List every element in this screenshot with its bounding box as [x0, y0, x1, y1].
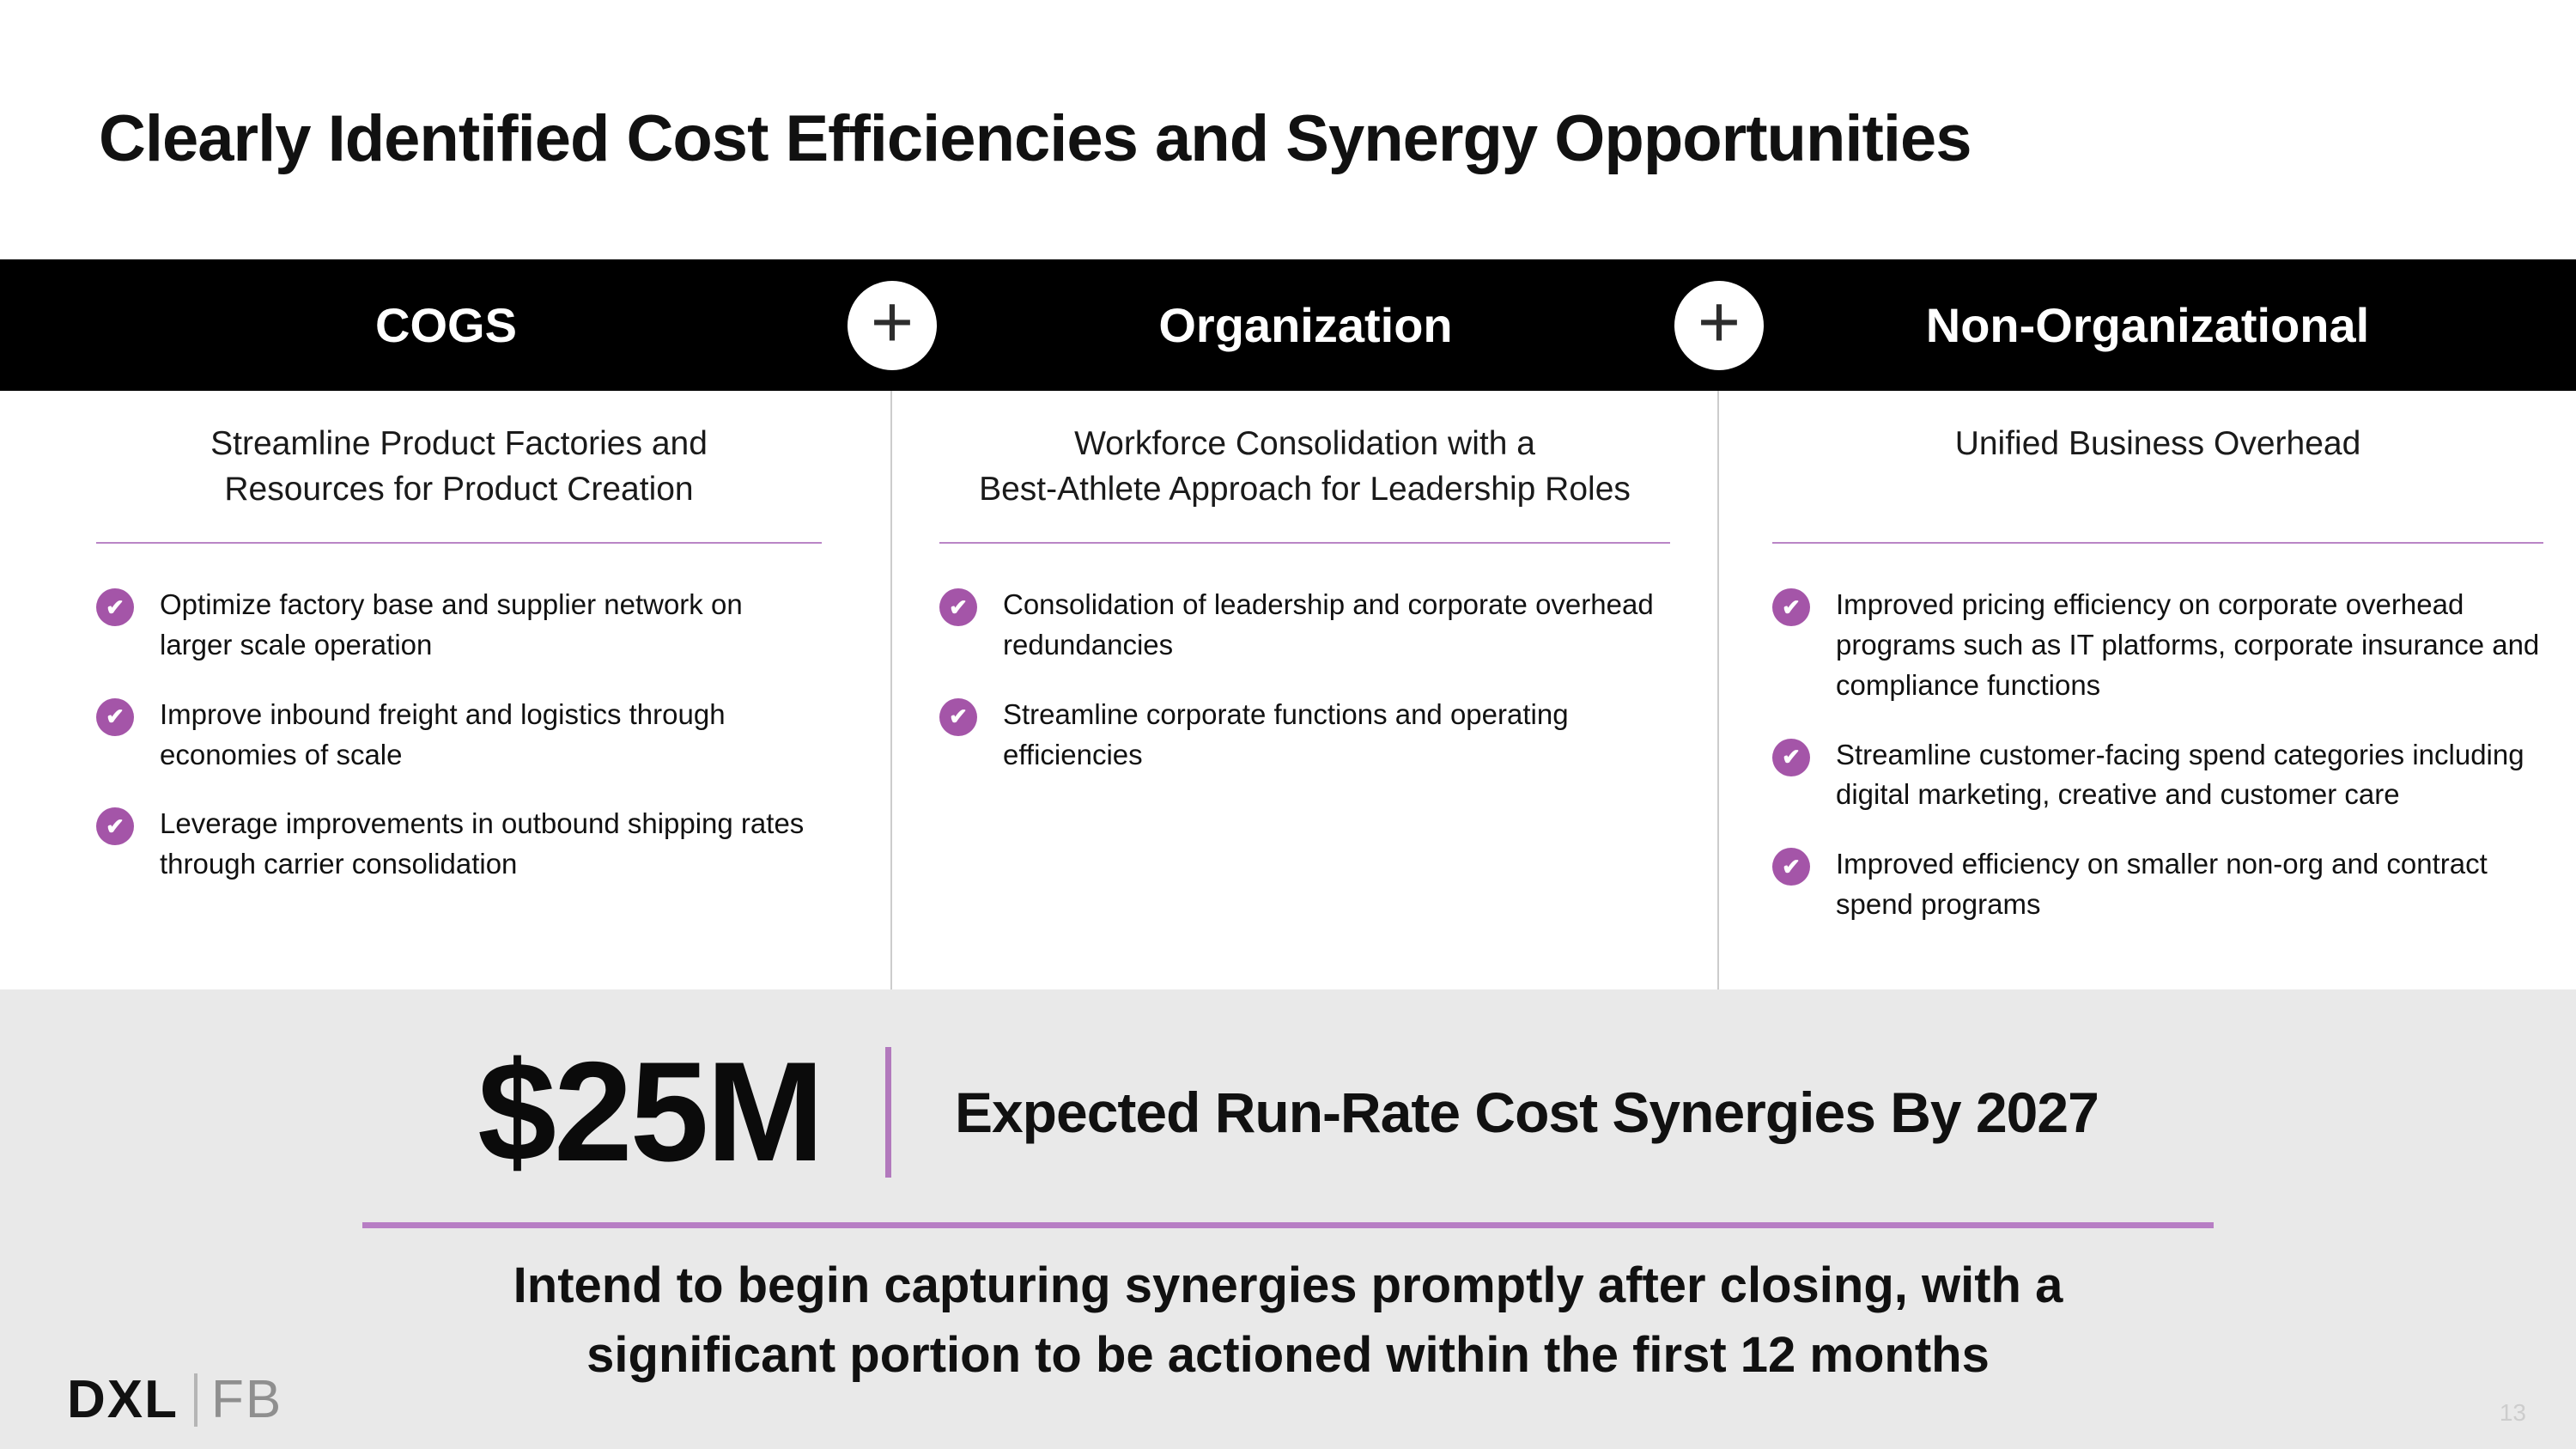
column-subtitle: Streamline Product Factories and Resourc…	[210, 425, 708, 508]
logo-dxl: DXL	[67, 1370, 179, 1429]
bullet-list: ✔ Consolidation of leadership and corpor…	[939, 585, 1670, 775]
column-cogs: Streamline Product Factories and Resourc…	[0, 391, 892, 989]
page-number: 13	[2499, 1399, 2526, 1426]
check-glyph: ✔	[106, 703, 125, 730]
synergy-amount: $25M	[477, 1032, 824, 1190]
closing-note: Intend to begin capturing synergies prom…	[513, 1257, 2063, 1384]
header-band: COGS Organization Non-Organizational + +	[0, 259, 2576, 391]
bullet-item: ✔ Leverage improvements in outbound ship…	[96, 804, 822, 885]
synergy-row: $25M Expected Run-Rate Cost Synergies By…	[0, 989, 2576, 1183]
bullet-item: ✔ Streamline corporate functions and ope…	[939, 695, 1670, 776]
vertical-divider	[884, 1046, 891, 1178]
check-glyph: ✔	[949, 594, 968, 620]
bullet-text: Consolidation of leadership and corporat…	[1003, 588, 1654, 661]
bullet-text: Streamline corporate functions and opera…	[1003, 697, 1569, 770]
column-header-non-organizational: Non-Organizational	[1925, 298, 2370, 352]
subtitle-divider	[96, 542, 822, 544]
check-icon: ✔	[939, 588, 977, 626]
bullet-text: Optimize factory base and supplier netwo…	[160, 588, 743, 661]
column-header-organization: Organization	[1158, 298, 1453, 352]
bullet-list: ✔ Optimize factory base and supplier net…	[96, 585, 822, 885]
bullet-text: Improved efficiency on smaller non-org a…	[1836, 848, 2488, 921]
check-glyph: ✔	[1782, 594, 1801, 620]
check-glyph: ✔	[949, 703, 968, 730]
footer-band: $25M Expected Run-Rate Cost Synergies By…	[0, 989, 2576, 1449]
check-glyph: ✔	[1782, 744, 1801, 770]
columns-area: Streamline Product Factories and Resourc…	[0, 391, 2576, 989]
horizontal-divider	[362, 1222, 2214, 1228]
logo: DXL FB	[67, 1369, 283, 1430]
check-icon: ✔	[1772, 738, 1810, 776]
bullet-item: ✔ Streamline customer-facing spend categ…	[1772, 735, 2543, 816]
check-icon: ✔	[96, 807, 134, 846]
check-icon: ✔	[939, 697, 977, 736]
synergy-caption: Expected Run-Rate Cost Synergies By 2027	[954, 1080, 2099, 1144]
bullet-item: ✔ Improve inbound freight and logistics …	[96, 695, 822, 776]
check-glyph: ✔	[1782, 853, 1801, 880]
bullet-item: ✔ Improved pricing efficiency on corpora…	[1772, 585, 2543, 706]
check-icon: ✔	[96, 588, 134, 626]
subtitle-divider	[1772, 542, 2543, 544]
plus-icon: +	[848, 280, 937, 370]
bullet-item: ✔ Improved efficiency on smaller non-org…	[1772, 844, 2543, 925]
column-subtitle: Unified Business Overhead	[1954, 425, 2361, 462]
bullet-text: Leverage improvements in outbound shippi…	[160, 807, 805, 880]
plus-glyph: +	[1697, 280, 1741, 363]
column-header-cogs: COGS	[375, 298, 517, 352]
bullet-list: ✔ Improved pricing efficiency on corpora…	[1772, 585, 2543, 925]
bullet-text: Improve inbound freight and logistics th…	[160, 697, 726, 770]
plus-glyph: +	[870, 280, 914, 363]
check-icon: ✔	[1772, 588, 1810, 626]
check-icon: ✔	[96, 697, 134, 736]
plus-icon: +	[1674, 280, 1764, 370]
bullet-text: Improved pricing efficiency on corporate…	[1836, 588, 2540, 701]
bullet-item: ✔ Optimize factory base and supplier net…	[96, 585, 822, 666]
logo-divider	[194, 1373, 197, 1427]
bullet-text: Streamline customer-facing spend categor…	[1836, 738, 2524, 811]
logo-fb: FB	[211, 1370, 283, 1429]
column-non-organizational: Unified Business Overhead ✔ Improved pri…	[1719, 391, 2576, 989]
check-glyph: ✔	[106, 813, 125, 839]
column-subtitle: Workforce Consolidation with a Best-Athl…	[979, 425, 1631, 508]
column-organization: Workforce Consolidation with a Best-Athl…	[892, 391, 1719, 989]
check-glyph: ✔	[106, 594, 125, 620]
page-title: Clearly Identified Cost Efficiencies and…	[99, 102, 1971, 175]
bullet-item: ✔ Consolidation of leadership and corpor…	[939, 585, 1670, 666]
subtitle-divider	[939, 542, 1670, 544]
check-icon: ✔	[1772, 848, 1810, 886]
